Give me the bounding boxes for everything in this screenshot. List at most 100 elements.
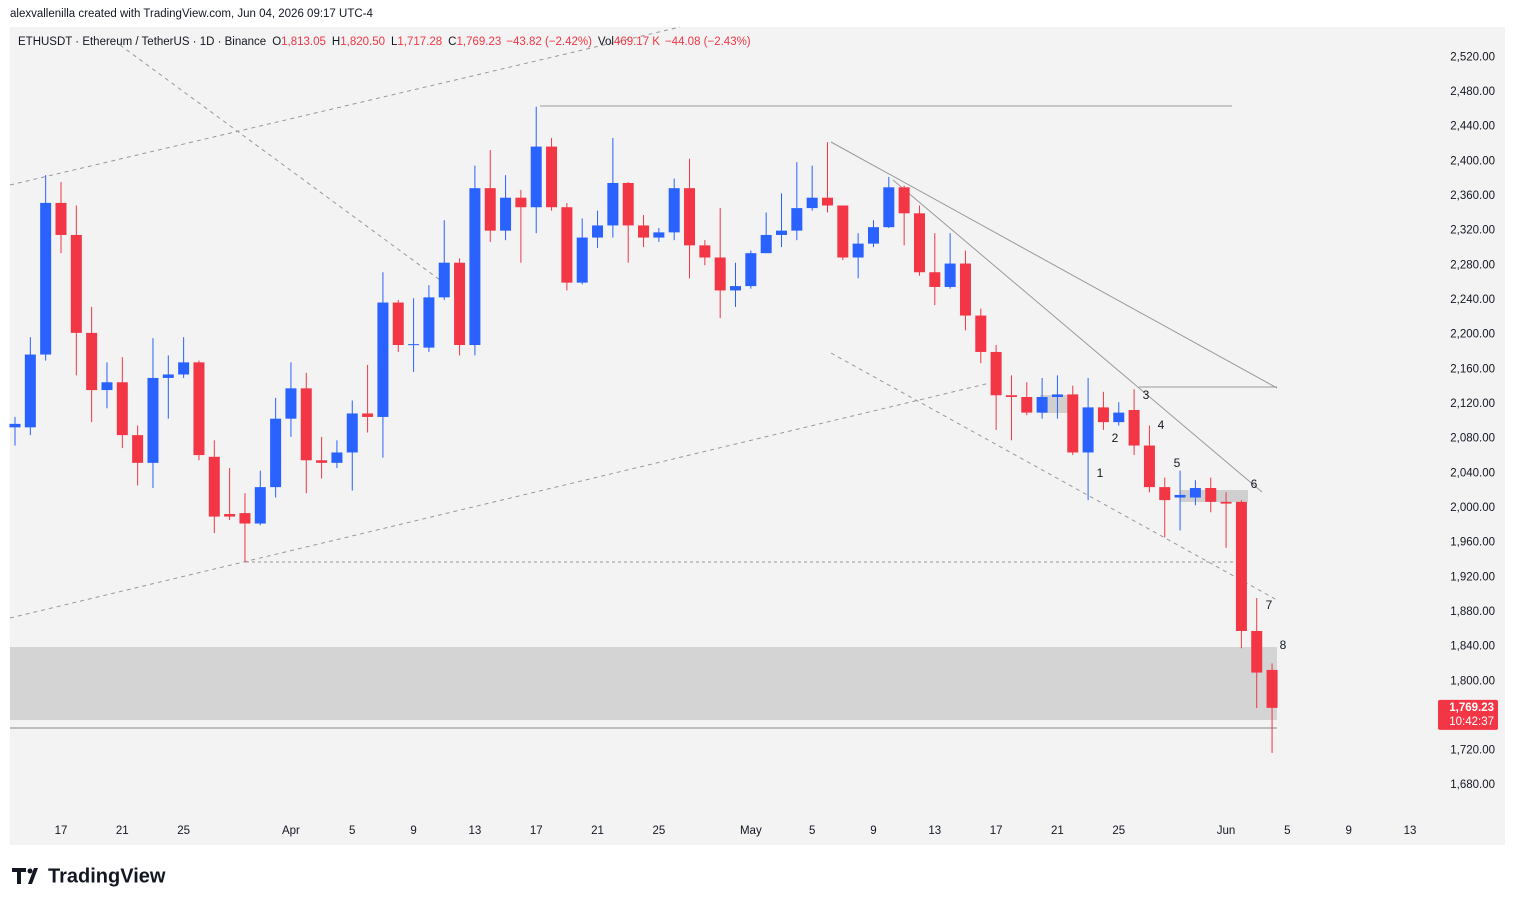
- candle-body: [377, 302, 389, 417]
- y-tick-label: 2,400.00: [1450, 155, 1495, 167]
- header-text: 1,769.23: [456, 36, 501, 48]
- y-tick-label: 2,520.00: [1450, 51, 1495, 63]
- candle-body: [116, 382, 128, 436]
- candle-body: [1113, 412, 1125, 423]
- x-tick-label: 13: [469, 825, 482, 837]
- y-tick-label: 2,320.00: [1450, 225, 1495, 237]
- candle-body: [55, 202, 67, 235]
- y-tick-label: 2,360.00: [1450, 190, 1495, 202]
- candle-body: [975, 315, 987, 352]
- price-tag-label: 1,769.23: [1449, 702, 1494, 714]
- candle-body: [837, 205, 849, 258]
- candle-body: [714, 257, 726, 291]
- candle-body: [592, 225, 604, 238]
- candle-body: [929, 272, 941, 287]
- brand: TradingView: [48, 865, 166, 887]
- annotation: 8: [1280, 638, 1287, 652]
- candle-body: [760, 234, 772, 254]
- candle-body: [622, 182, 634, 226]
- candle-body: [745, 253, 757, 287]
- candle-body: [1159, 487, 1171, 501]
- candle-body: [898, 187, 910, 214]
- candle-body: [653, 232, 665, 238]
- candle-body: [515, 197, 527, 208]
- candle-body: [147, 377, 159, 463]
- candle-body: [1097, 407, 1109, 423]
- candle-body: [500, 197, 512, 231]
- candle-body: [239, 513, 251, 524]
- header-text: 1,820.50: [340, 36, 385, 48]
- candle-body: [193, 362, 205, 456]
- candle-body: [316, 460, 328, 463]
- credit: alexvallenilla created with TradingView.…: [10, 8, 373, 20]
- candle-body: [132, 435, 144, 463]
- x-tick-label: 21: [116, 825, 129, 837]
- trend-line: [830, 352, 1278, 601]
- annotation: 6: [1251, 477, 1258, 491]
- candle-body: [883, 187, 895, 228]
- annotation: 1: [1097, 466, 1104, 480]
- candle-body: [530, 146, 542, 208]
- trend-line: [119, 44, 441, 281]
- x-tick-label: 17: [530, 825, 543, 837]
- footer-logo: TradingView: [12, 865, 166, 887]
- candle-body: [70, 234, 82, 333]
- x-tick-label: 21: [591, 825, 604, 837]
- logo-dot: [27, 868, 33, 874]
- candle-body: [867, 227, 879, 244]
- price-tag: [1438, 699, 1498, 730]
- candle-body: [1128, 410, 1140, 446]
- y-tick-label: 1,800.00: [1450, 675, 1495, 687]
- x-tick-label: 25: [1112, 825, 1125, 837]
- zone: [10, 647, 1277, 720]
- candle-body: [699, 245, 711, 258]
- candle-body: [576, 237, 588, 283]
- header-text: 1,717.28: [397, 36, 442, 48]
- candle-body: [484, 188, 496, 231]
- y-tick-label: 2,240.00: [1450, 294, 1495, 306]
- candle-body: [300, 388, 312, 461]
- candle-body: [821, 197, 833, 206]
- header-text: 469.17 K: [614, 36, 660, 48]
- x-tick-label: 13: [928, 825, 941, 837]
- candle-body: [362, 413, 374, 417]
- y-tick-label: 1,960.00: [1450, 537, 1495, 549]
- annotation: 7: [1266, 598, 1273, 612]
- x-tick-label: 5: [349, 825, 355, 837]
- x-tick-label: 13: [1404, 825, 1417, 837]
- countdown: 10:42:37: [1449, 716, 1494, 728]
- x-tick-label: 5: [1284, 825, 1290, 837]
- x-tick-label: 25: [177, 825, 190, 837]
- header-text: O: [272, 36, 281, 48]
- candle-body: [1266, 669, 1278, 708]
- candle-body: [806, 197, 818, 209]
- logo-icon: [12, 868, 38, 884]
- candle-body: [1174, 494, 1186, 498]
- candle-body: [607, 182, 619, 226]
- candle-body: [438, 262, 450, 298]
- candle-body: [454, 262, 466, 346]
- candle-body: [1235, 501, 1247, 631]
- y-tick-label: 2,280.00: [1450, 259, 1495, 271]
- candle-body: [1005, 395, 1017, 398]
- candle-body: [1220, 501, 1232, 504]
- trend-line: [830, 141, 1278, 389]
- candle-body: [254, 487, 266, 524]
- y-tick-label: 2,120.00: [1450, 398, 1495, 410]
- candle-body: [1067, 394, 1079, 453]
- candle-body: [423, 297, 435, 348]
- candle-body: [944, 263, 956, 287]
- candle-body: [913, 213, 925, 273]
- y-tick-label: 2,080.00: [1450, 433, 1495, 445]
- x-tick-label: 9: [870, 825, 876, 837]
- candle-body: [791, 208, 803, 231]
- candle-body: [959, 263, 971, 316]
- candle-body: [1021, 397, 1033, 413]
- header-text: H: [332, 36, 340, 48]
- annotation: 2: [1112, 431, 1119, 445]
- y-tick-label: 1,880.00: [1450, 606, 1495, 618]
- annotation: 5: [1174, 456, 1181, 470]
- header-text: −43.82 (−2.42%): [506, 36, 592, 48]
- y-tick-label: 2,040.00: [1450, 467, 1495, 479]
- annotation: 4: [1158, 418, 1165, 432]
